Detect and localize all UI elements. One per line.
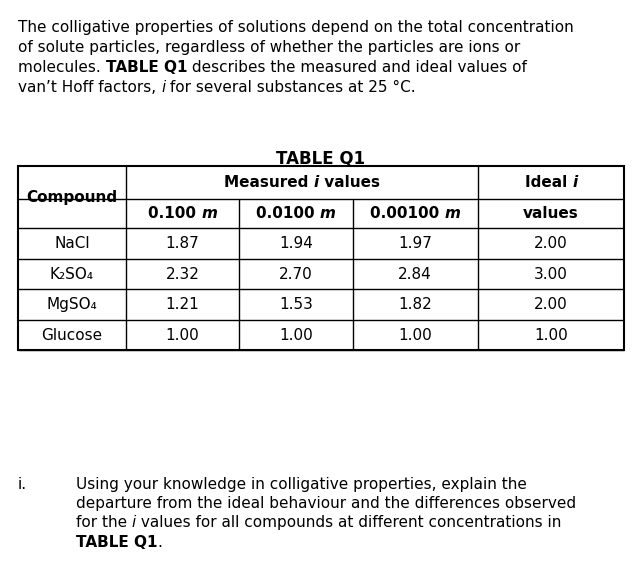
Text: The colligative properties of solutions depend on the total concentration: The colligative properties of solutions …: [18, 20, 574, 35]
Text: 1.00: 1.00: [166, 328, 200, 342]
Text: 1.97: 1.97: [398, 236, 432, 251]
Text: 2.00: 2.00: [534, 297, 568, 312]
Text: K₂SO₄: K₂SO₄: [50, 267, 94, 281]
Text: TABLE Q1: TABLE Q1: [76, 535, 157, 550]
Text: 2.00: 2.00: [534, 236, 568, 251]
Text: Ideal: Ideal: [525, 175, 572, 190]
Text: 2.32: 2.32: [166, 267, 200, 281]
Text: 0.0100: 0.0100: [256, 206, 320, 221]
Text: values: values: [319, 175, 380, 190]
Text: van’t Hoff factors,: van’t Hoff factors,: [18, 80, 161, 95]
Text: m: m: [444, 206, 460, 221]
Text: values: values: [523, 206, 579, 221]
Text: 1.00: 1.00: [534, 328, 568, 342]
Text: Using your knowledge in colligative properties, explain the: Using your knowledge in colligative prop…: [76, 477, 526, 492]
Text: 1.94: 1.94: [279, 236, 313, 251]
Text: m: m: [320, 206, 336, 221]
Text: MgSO₄: MgSO₄: [46, 297, 98, 312]
Text: departure from the ideal behaviour and the differences observed: departure from the ideal behaviour and t…: [76, 496, 576, 511]
Bar: [18, 166, 624, 350]
Text: 1.00: 1.00: [399, 328, 432, 342]
Text: m: m: [201, 206, 217, 221]
Text: 2.70: 2.70: [279, 267, 313, 281]
Text: 1.00: 1.00: [279, 328, 313, 342]
Text: Glucose: Glucose: [41, 328, 103, 342]
Text: 0.100: 0.100: [148, 206, 201, 221]
Text: Compound: Compound: [26, 190, 117, 205]
Text: of solute particles, regardless of whether the particles are ions or: of solute particles, regardless of wheth…: [18, 40, 520, 55]
Text: TABLE Q1: TABLE Q1: [105, 60, 187, 75]
Text: 1.53: 1.53: [279, 297, 313, 312]
Text: NaCl: NaCl: [54, 236, 90, 251]
Text: for several substances at 25 °C.: for several substances at 25 °C.: [165, 80, 416, 95]
Text: 0.00100: 0.00100: [370, 206, 444, 221]
Text: molecules.: molecules.: [18, 60, 105, 75]
Text: values for all compounds at different concentrations in: values for all compounds at different co…: [136, 515, 561, 531]
Text: i: i: [572, 175, 577, 190]
Text: i: i: [161, 80, 165, 95]
Text: 1.21: 1.21: [166, 297, 200, 312]
Text: 1.82: 1.82: [399, 297, 432, 312]
Text: i.: i.: [18, 477, 27, 492]
Text: 2.84: 2.84: [399, 267, 432, 281]
Text: for the: for the: [76, 515, 132, 531]
Text: i: i: [132, 515, 136, 531]
Text: describes the measured and ideal values of: describes the measured and ideal values …: [187, 60, 527, 75]
Text: 1.87: 1.87: [166, 236, 200, 251]
Text: TABLE Q1: TABLE Q1: [277, 149, 365, 168]
Text: i: i: [313, 175, 319, 190]
Text: Measured: Measured: [224, 175, 313, 190]
Text: .: .: [157, 535, 162, 550]
Text: 3.00: 3.00: [534, 267, 568, 281]
